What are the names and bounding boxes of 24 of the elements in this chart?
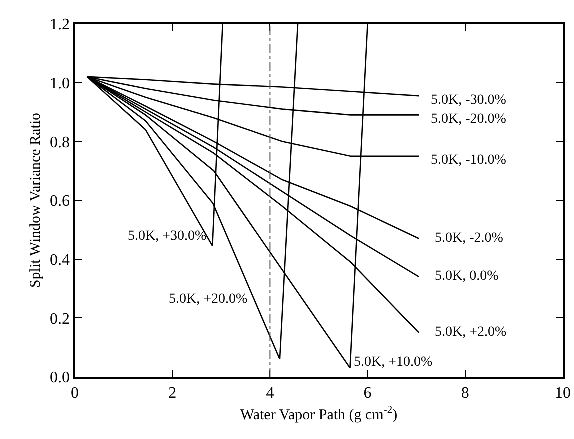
y-tick-label: 0.6 <box>50 193 70 210</box>
series-label: 5.0K, +20.0% <box>169 292 248 307</box>
x-tick-label: 2 <box>168 384 177 402</box>
series-label: 5.0K, -30.0% <box>431 93 507 108</box>
series-label: 5.0K, +2.0% <box>435 325 508 340</box>
x-tick-label: 4 <box>266 384 274 402</box>
x-axis-title: Water Vapor Path (g cm$^{-2}$) <box>240 405 398 424</box>
y-tick-label: 0.0 <box>50 370 70 387</box>
y-tick-label: 1.0 <box>50 75 70 92</box>
y-axis-title: Split Window Variance Ratio <box>28 112 44 288</box>
series-label: 5.0K, +30.0% <box>128 229 208 244</box>
series-label: 5.0K, -20.0% <box>431 112 507 127</box>
series-label: 5.0K, +10.0% <box>354 355 434 370</box>
y-tick-label: 1.2 <box>50 16 70 34</box>
y-tick-label: 0.4 <box>50 252 70 269</box>
x-tick-label: 6 <box>364 384 372 402</box>
x-tick-label: 10 <box>555 384 571 402</box>
series-label: 5.0K, 0.0% <box>435 269 500 284</box>
series-label: 5.0K, -2.0% <box>435 231 504 246</box>
y-tick-label: 0.8 <box>50 134 70 152</box>
series-label: 5.0K, -10.0% <box>431 153 507 168</box>
x-tick-label: 0 <box>71 384 79 402</box>
y-tick-label: 0.2 <box>50 310 70 328</box>
x-tick-label: 8 <box>461 384 470 402</box>
